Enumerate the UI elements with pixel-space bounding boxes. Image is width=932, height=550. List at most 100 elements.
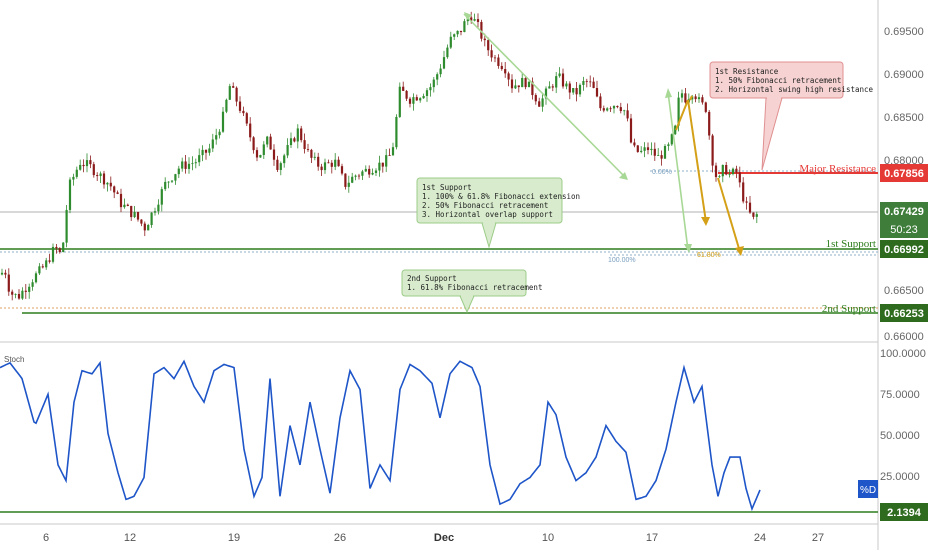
candle-body xyxy=(106,182,109,185)
candle-body xyxy=(303,140,306,150)
candle-body xyxy=(255,150,259,158)
candle-body xyxy=(136,212,140,220)
candle-body xyxy=(415,97,418,101)
candle-body xyxy=(419,98,422,101)
candle-body xyxy=(521,77,524,88)
candle-body xyxy=(252,137,255,151)
candle-body xyxy=(657,155,660,156)
candle-body xyxy=(17,293,21,299)
candle-body xyxy=(466,17,469,22)
candle-body xyxy=(459,30,463,33)
candle-body xyxy=(215,135,218,140)
candle-body xyxy=(504,69,507,74)
candle-body xyxy=(245,113,248,124)
candle-body xyxy=(65,209,68,243)
candle-body xyxy=(531,81,534,96)
candle-body xyxy=(708,111,711,136)
candle-body xyxy=(170,180,174,182)
candle-body xyxy=(497,57,500,66)
candle-body xyxy=(548,86,551,89)
candle-body xyxy=(623,110,626,112)
resistance-callout-line-2: 2. Horizontal swing high resistance xyxy=(715,85,874,94)
candle-body xyxy=(21,290,24,299)
second-support-badge: 0.66253 xyxy=(880,304,928,322)
candle-body xyxy=(538,101,541,107)
candle-body xyxy=(432,79,435,88)
candle-body xyxy=(289,138,293,146)
candle-body xyxy=(11,291,14,295)
price-tick-2: 0.68500 xyxy=(884,112,924,124)
candle-body xyxy=(221,111,225,132)
time-tick-6: 6 xyxy=(43,532,49,544)
stoch-value-badge: 2.1394 xyxy=(880,503,928,521)
candle-body xyxy=(714,165,718,178)
candle-body xyxy=(198,155,201,163)
candle-body xyxy=(41,266,44,268)
candle-body xyxy=(55,246,58,249)
first-support-callout-line-0: 1st Support xyxy=(422,183,472,192)
candle-body xyxy=(402,86,405,91)
candle-body xyxy=(327,162,330,164)
candle-body xyxy=(266,136,269,145)
candle-body xyxy=(211,139,214,149)
candle-body xyxy=(351,176,354,183)
major-resistance-value: 0.67856 xyxy=(884,168,924,180)
first-support-label: 1st Support xyxy=(826,238,876,250)
candle-body xyxy=(534,95,537,102)
candle-body xyxy=(385,155,388,167)
candle-body xyxy=(225,99,228,112)
candle-body xyxy=(663,145,667,159)
candle-body xyxy=(473,19,476,21)
time-tick-dec: Dec xyxy=(434,532,454,544)
candle-body xyxy=(99,173,102,177)
candle-body xyxy=(470,17,473,21)
candle-body xyxy=(463,21,466,33)
candle-body xyxy=(507,73,510,80)
candle-body xyxy=(748,202,752,213)
candle-body xyxy=(405,90,408,99)
candle-body xyxy=(58,248,61,253)
candle-body xyxy=(337,159,340,167)
candle-body xyxy=(208,148,211,153)
candle-body xyxy=(704,102,707,112)
resistance-callout-line-1: 1. 50% Fibonacci retracement xyxy=(715,76,841,85)
candle-body xyxy=(181,161,184,169)
candle-body xyxy=(527,81,531,88)
candle-body xyxy=(167,181,170,183)
time-tick-17: 17 xyxy=(646,532,658,544)
candle-body xyxy=(442,57,446,69)
candle-body xyxy=(334,159,337,167)
candle-body xyxy=(575,88,578,95)
candle-body xyxy=(204,149,208,153)
candle-body xyxy=(395,116,398,148)
stoch-d-line xyxy=(0,359,761,512)
price-axis[interactable]: 0.69500 0.69000 0.68500 0.68000 0.66500 … xyxy=(884,26,924,343)
candle-body xyxy=(357,175,361,177)
stoch-axis[interactable]: 100.0000 75.0000 50.0000 25.0000 xyxy=(880,348,926,483)
fib-label-b: 100.00% xyxy=(608,257,636,264)
candle-body xyxy=(313,156,316,158)
candle-body xyxy=(51,246,55,262)
stoch-series-badge[interactable]: %D xyxy=(858,480,878,498)
first-support-callout-line-2: 2. 50% Fibonacci retracement xyxy=(422,201,548,210)
candle-body xyxy=(276,159,279,170)
candle-body xyxy=(62,242,65,253)
candle-body xyxy=(697,97,701,100)
candle-body xyxy=(745,201,748,203)
candle-body xyxy=(684,93,687,103)
candle-body xyxy=(0,272,4,275)
candle-body xyxy=(742,182,745,202)
candle-body xyxy=(262,144,265,156)
candle-body xyxy=(160,189,163,205)
candle-body xyxy=(640,150,643,152)
time-axis[interactable]: 6 12 19 26 Dec 10 17 24 27 xyxy=(43,532,824,544)
candle-body xyxy=(711,135,714,166)
candle-body xyxy=(691,96,694,100)
second-support-callout-line-1: 1. 61.8% Fibonacci retracement xyxy=(407,283,542,292)
first-support-value: 0.66992 xyxy=(884,244,924,256)
candle-body xyxy=(629,118,633,143)
candle-body xyxy=(272,149,276,160)
candle-body xyxy=(116,192,119,194)
candle-body xyxy=(701,97,704,103)
